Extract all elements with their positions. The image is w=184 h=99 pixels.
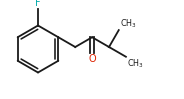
Text: O: O [88,54,96,64]
Text: F: F [35,0,41,8]
Text: CH$_3$: CH$_3$ [127,57,144,70]
Text: CH$_3$: CH$_3$ [120,17,136,30]
